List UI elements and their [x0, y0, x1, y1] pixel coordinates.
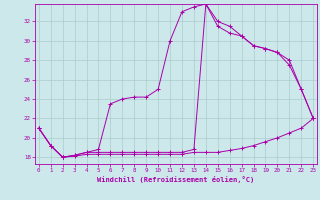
X-axis label: Windchill (Refroidissement éolien,°C): Windchill (Refroidissement éolien,°C)	[97, 176, 255, 183]
